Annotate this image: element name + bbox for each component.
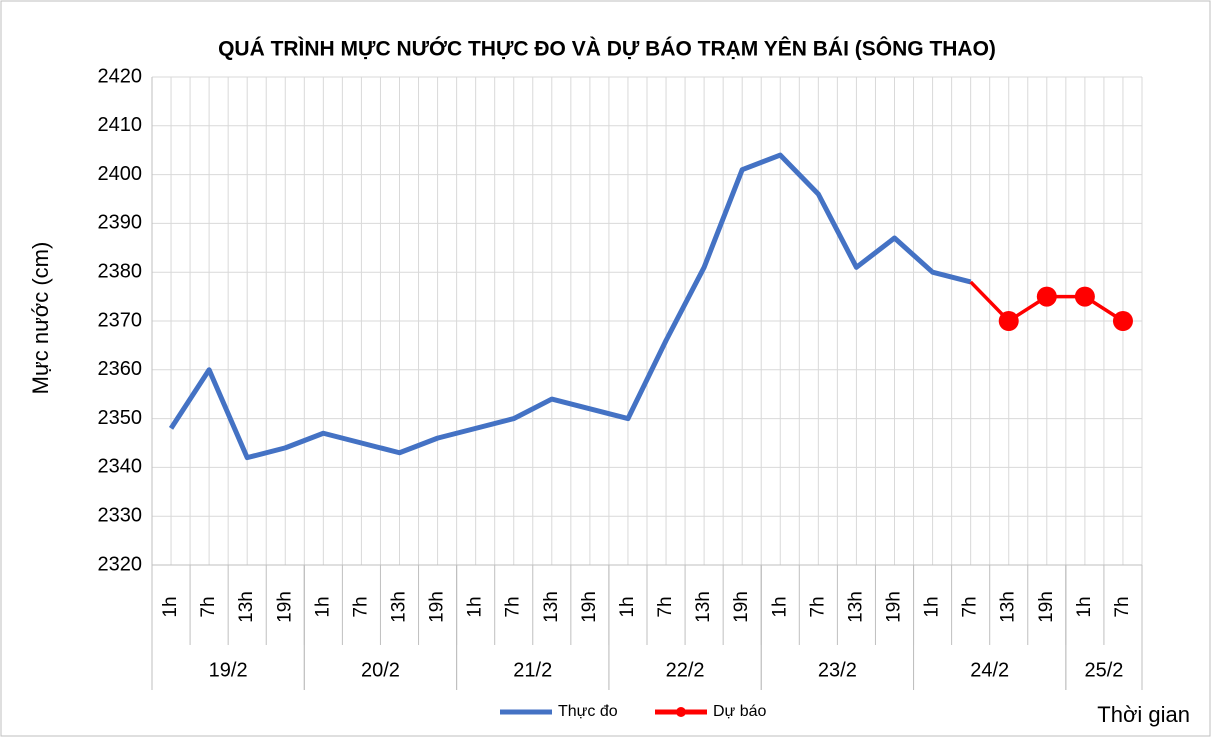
x-tick-label: 19h (274, 591, 295, 623)
x-tick-label: 1h (160, 596, 181, 617)
x-tick-label: 7h (503, 596, 524, 617)
y-axis-label: Mực nước (cm) (28, 242, 53, 395)
y-tick-label: 2350 (98, 407, 143, 429)
x-tick-label: 13h (998, 591, 1019, 623)
series-line (168, 152, 972, 461)
y-tick-label: 2410 (98, 114, 143, 136)
x-tick-label: 13h (541, 591, 562, 623)
y-tick-label: 2360 (98, 358, 143, 380)
x-tick-label: 19h (731, 591, 752, 623)
x-axis-label: Thời gian (1097, 702, 1190, 727)
y-tick-label: 2340 (98, 456, 143, 478)
x-tick-label: 7h (198, 596, 219, 617)
x-tick-label: 1h (465, 596, 486, 617)
y-tick-label: 2330 (98, 504, 143, 526)
x-tick-label: 13h (389, 591, 410, 623)
y-tick-label: 2420 (98, 65, 143, 87)
series-marker (1112, 311, 1133, 331)
x-tick-label: 13h (693, 591, 714, 623)
legend-marker (676, 707, 686, 717)
y-tick-label: 2370 (98, 309, 143, 331)
x-tick-label: 1h (312, 596, 333, 617)
chart-title: QUÁ TRÌNH MỰC NƯỚC THỰC ĐO VÀ DỰ BÁO TRẠ… (218, 37, 996, 61)
x-tick-label: 19h (427, 591, 448, 623)
x-tick-label: 19h (579, 591, 600, 623)
x-tick-label: 7h (350, 596, 371, 617)
x-tick-label: 1h (617, 596, 638, 617)
series-marker (998, 311, 1019, 331)
x-tick-label: 1h (1074, 596, 1095, 617)
y-tick-label: 2320 (98, 553, 143, 575)
x-tick-label: 13h (845, 591, 866, 623)
group-label: 25/2 (1084, 659, 1123, 681)
x-tick-label: 19h (1036, 591, 1057, 623)
x-tick-label: 13h (236, 591, 257, 623)
legend-label: Thực đo (558, 703, 618, 720)
group-label: 24/2 (970, 659, 1009, 681)
series-marker (1074, 286, 1095, 307)
group-label: 22/2 (666, 659, 705, 681)
x-tick-label: 7h (960, 596, 981, 617)
x-tick-label: 7h (807, 596, 828, 617)
y-tick-label: 2400 (98, 163, 143, 185)
group-label: 21/2 (513, 659, 552, 681)
x-tick-label: 1h (922, 596, 943, 617)
x-tick-label: 7h (655, 596, 676, 617)
series-marker (1036, 286, 1057, 307)
y-tick-label: 2390 (98, 212, 143, 234)
x-tick-label: 7h (1112, 596, 1133, 617)
x-tick-label: 1h (769, 596, 790, 617)
group-label: 23/2 (818, 659, 857, 681)
y-tick-label: 2380 (98, 260, 143, 282)
group-label: 19/2 (209, 659, 248, 681)
legend-label: Dự báo (713, 703, 767, 720)
group-label: 20/2 (361, 659, 400, 681)
x-tick-label: 19h (884, 591, 905, 623)
